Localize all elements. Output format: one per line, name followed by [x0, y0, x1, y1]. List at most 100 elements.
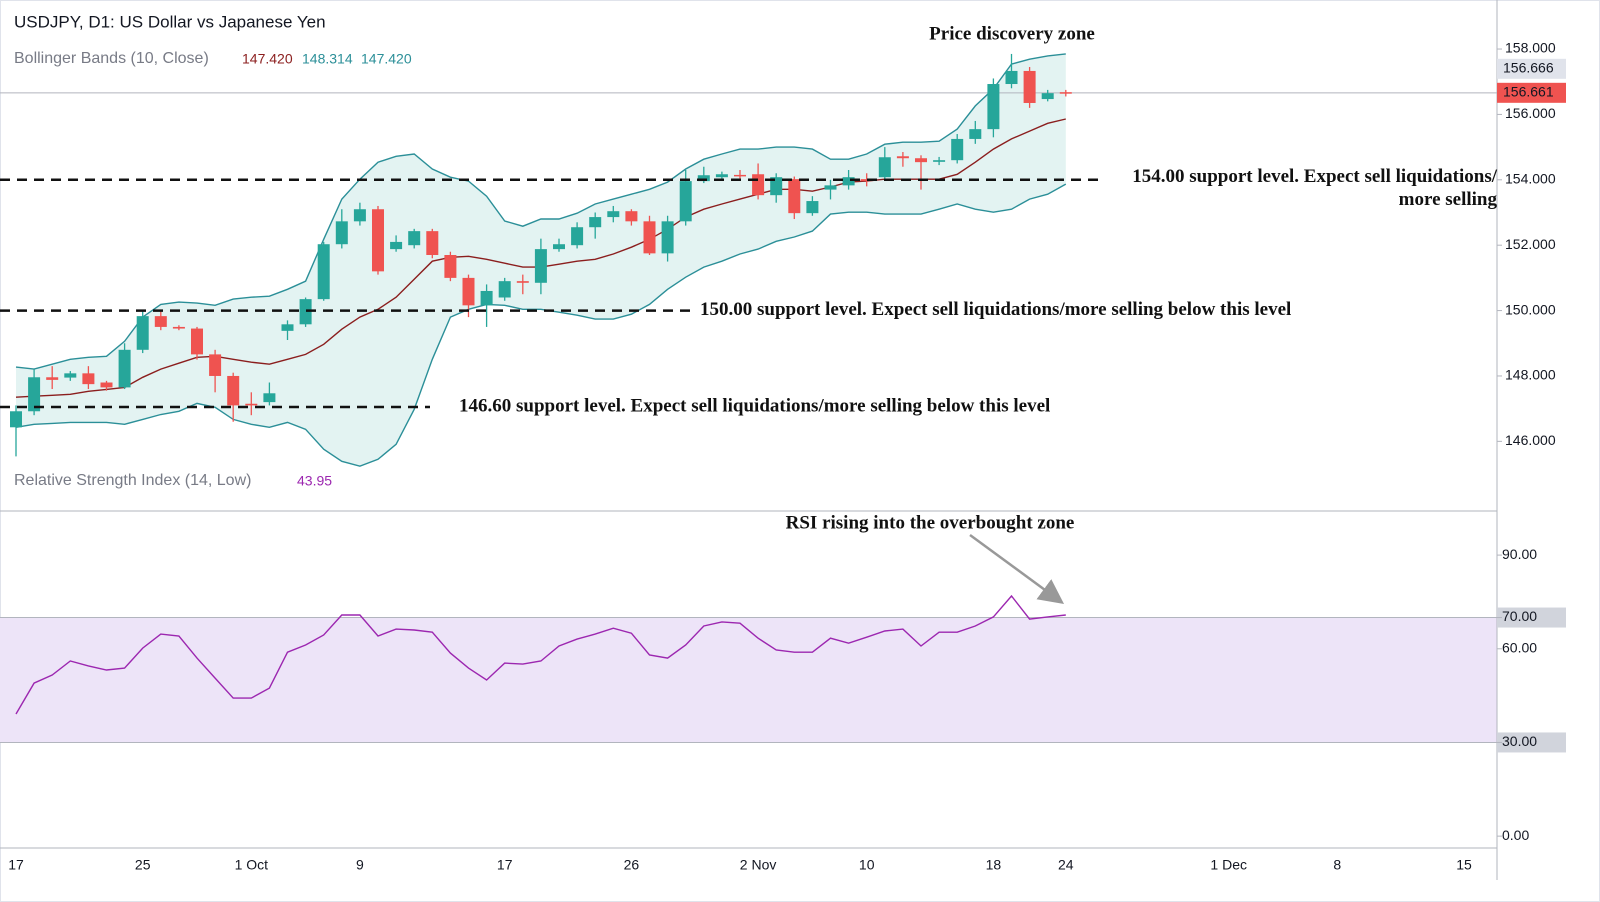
candle-body [1005, 70, 1018, 85]
candle-body [734, 174, 746, 177]
candle-body [553, 244, 565, 250]
price-label: 156.666 [1503, 60, 1554, 76]
y-tick-label-bg [1497, 732, 1566, 753]
candle-body [136, 316, 149, 350]
candle-body [788, 179, 801, 214]
y-tick-label: 154.000 [1505, 171, 1556, 187]
y-tick-label: 148.000 [1505, 367, 1556, 383]
candle-body [969, 129, 982, 139]
candle-body [46, 377, 59, 380]
candle-body [299, 299, 312, 325]
candle-body [516, 281, 529, 283]
annotation-arrow [969, 533, 1065, 604]
y-tick-label: 0.00 [1502, 827, 1529, 843]
x-tick-label: 8 [1333, 857, 1341, 873]
candle-body [987, 84, 1000, 130]
y-tick-label: 60.00 [1502, 639, 1537, 655]
candle-body [426, 231, 439, 255]
support-label: more selling [1399, 189, 1498, 210]
candle-body [1041, 93, 1054, 100]
bb-legend-value: 148.314 [302, 51, 353, 67]
candle-body [589, 217, 602, 228]
candle-body [28, 377, 41, 412]
annotation: RSI rising into the overbought zone [786, 512, 1075, 533]
candle-body [824, 185, 837, 190]
candle-body [770, 177, 783, 196]
candle-body [154, 316, 167, 327]
candle-body [643, 221, 656, 254]
candle-body [118, 349, 131, 388]
y-tick-label: 152.000 [1505, 236, 1556, 252]
rsi-band [0, 617, 1497, 743]
x-tick-label: 2 Nov [740, 857, 777, 873]
x-tick-label: 26 [624, 857, 640, 873]
candle-body [444, 255, 457, 278]
annotation: Price discovery zone [929, 23, 1095, 44]
candle-body [661, 221, 674, 254]
chart-title: USDJPY, D1: US Dollar vs Japanese Yen [14, 12, 326, 31]
support-label: 154.00 support level. Expect sell liquid… [1132, 166, 1497, 187]
candle-body [335, 221, 348, 245]
candle-body [100, 382, 113, 388]
y-tick-label: 158.000 [1505, 40, 1556, 56]
x-tick-label: 25 [135, 857, 151, 873]
y-tick-label: 150.000 [1505, 301, 1556, 317]
candle-body [1023, 70, 1036, 103]
price-label: 156.661 [1503, 84, 1554, 100]
candle-body [317, 244, 330, 300]
bb-legend: Bollinger Bands (10, Close) [14, 50, 209, 67]
y-tick-label-bg [1497, 607, 1566, 628]
bb-legend-value: 147.420 [361, 51, 412, 67]
y-tick-label: 156.000 [1505, 105, 1556, 121]
support-label: 150.00 support level. Expect sell liquid… [700, 299, 1291, 320]
y-tick-label: 30.00 [1502, 733, 1537, 749]
candle-body [625, 211, 638, 222]
candle-body [697, 175, 710, 182]
candle-body [64, 373, 77, 378]
x-tick-label: 17 [497, 857, 513, 873]
candle-body [390, 241, 403, 250]
candle-body [607, 211, 620, 218]
x-tick-label: 15 [1456, 857, 1472, 873]
candle-body [191, 328, 203, 355]
y-tick-label: 146.000 [1505, 432, 1556, 448]
candle-body [372, 209, 384, 272]
support-label: 146.60 support level. Expect sell liquid… [459, 395, 1050, 416]
candle-body [245, 403, 258, 406]
x-tick-label: 10 [859, 857, 875, 873]
candle-body [896, 156, 909, 159]
candle-body [281, 324, 294, 331]
x-tick-label: 17 [8, 857, 24, 873]
rsi-legend: Relative Strength Index (14, Low) [14, 472, 251, 489]
x-tick-label: 24 [1058, 857, 1074, 873]
x-tick-label: 1 Dec [1210, 857, 1247, 873]
candle-body [534, 249, 547, 283]
rsi-line [15, 594, 1066, 715]
candle-body [806, 201, 819, 214]
candle-body [933, 160, 946, 162]
bollinger-upper [15, 53, 1066, 370]
y-tick-label: 70.00 [1502, 608, 1537, 624]
candle-body [353, 209, 366, 222]
rsi-pane [0, 594, 1497, 743]
candle-body [480, 290, 493, 306]
candle-body [209, 354, 222, 376]
candle-body [951, 138, 964, 161]
y-tick-label: 90.00 [1502, 546, 1537, 562]
price-label-bg [1497, 58, 1566, 79]
candle-body [915, 158, 927, 163]
candle-body [462, 277, 475, 306]
candle-body [715, 174, 728, 178]
x-tick-label: 1 Oct [235, 857, 269, 873]
candle-body [860, 179, 873, 182]
candle-body [1059, 92, 1072, 94]
candle-body [842, 177, 855, 186]
candle-body [498, 281, 511, 298]
candle-body [752, 174, 765, 196]
rsi-legend-value: 43.95 [297, 473, 332, 489]
candle-body [10, 411, 22, 428]
x-tick-label: 18 [986, 857, 1002, 873]
candle-body [679, 181, 692, 222]
